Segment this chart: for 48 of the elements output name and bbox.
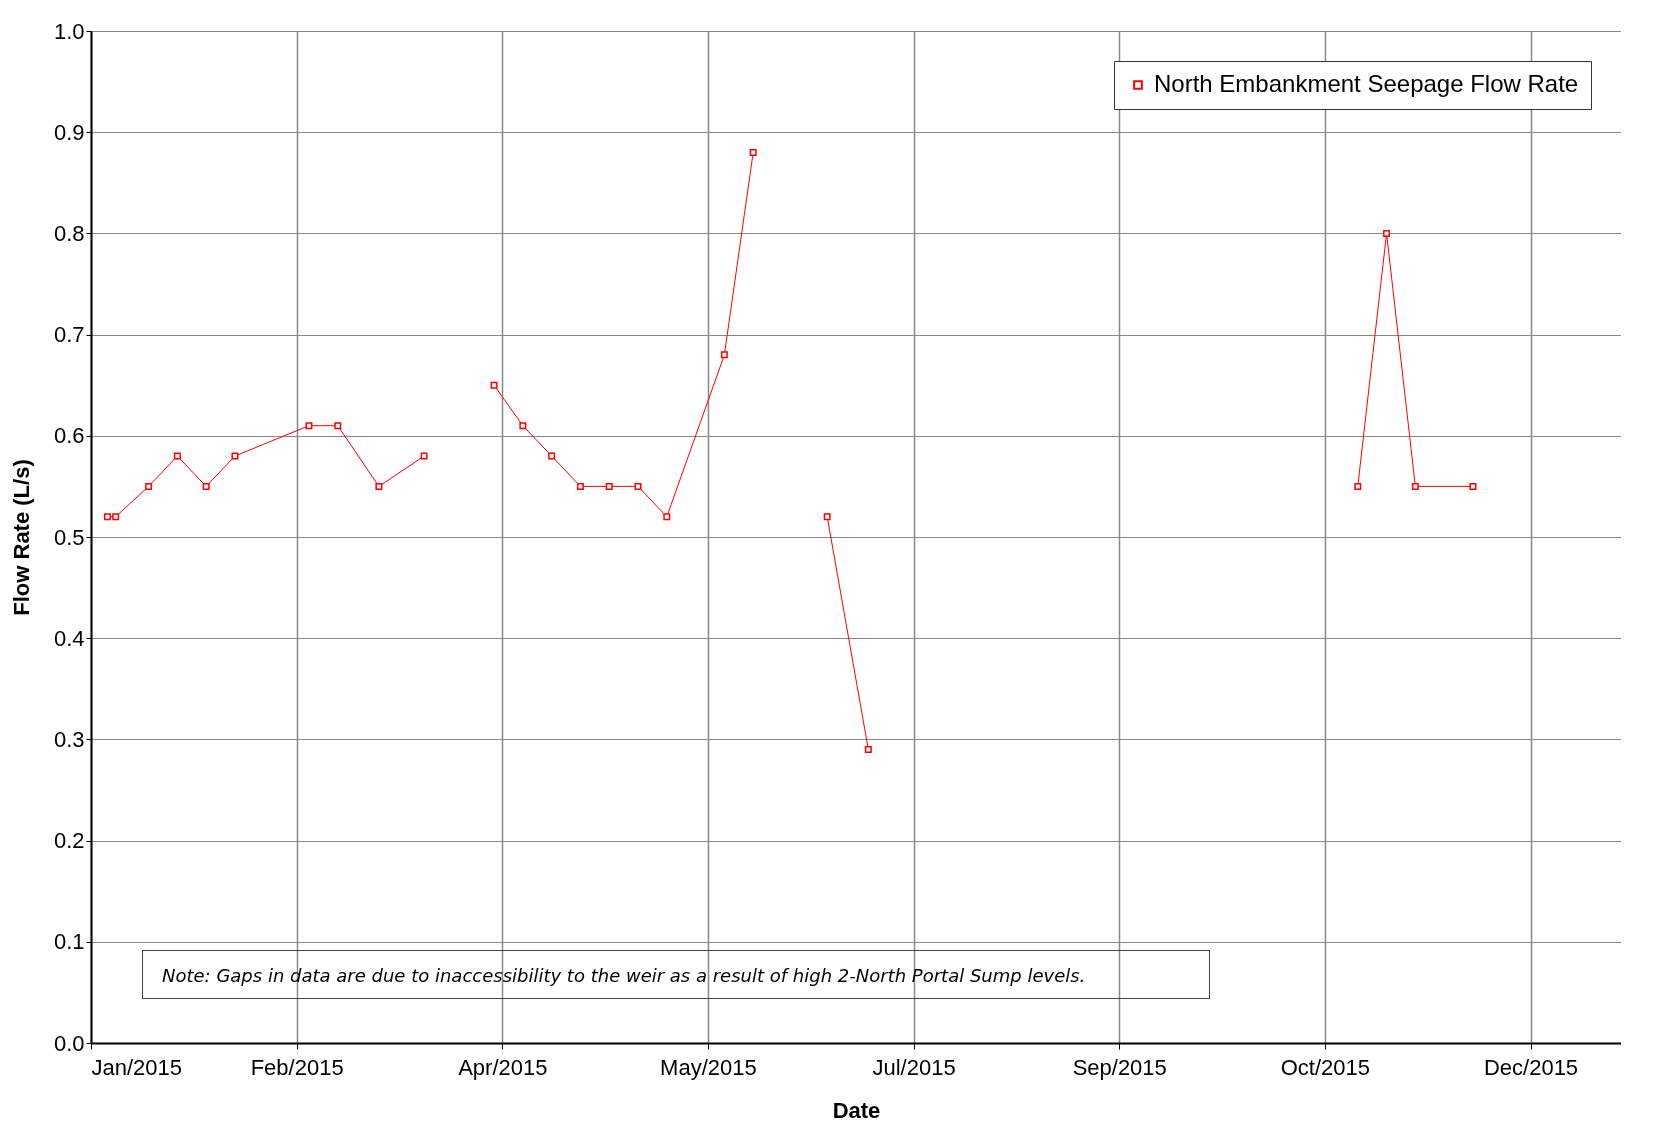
point bbox=[749, 148, 757, 156]
point bbox=[634, 482, 642, 490]
point bbox=[663, 513, 671, 521]
point bbox=[823, 513, 831, 521]
point bbox=[548, 452, 556, 460]
point bbox=[112, 513, 120, 521]
x-tick-label: Apr/2015 bbox=[458, 1054, 548, 1080]
y-tick-label: 0.6 bbox=[53, 423, 85, 449]
point bbox=[519, 422, 527, 430]
legend-label: North Embankment Seepage Flow Rate bbox=[1154, 70, 1579, 97]
x-tick-label: Jan/2015 bbox=[91, 1054, 183, 1080]
x-tick-label: Sep/2015 bbox=[1072, 1054, 1167, 1080]
point bbox=[720, 351, 728, 359]
point bbox=[145, 482, 153, 490]
point bbox=[334, 422, 342, 430]
point bbox=[173, 452, 181, 460]
point bbox=[231, 452, 239, 460]
point bbox=[420, 452, 428, 460]
x-tick-label: Oct/2015 bbox=[1280, 1054, 1371, 1080]
point bbox=[1354, 482, 1362, 490]
point bbox=[1469, 482, 1477, 490]
y-tick-label: 1.0 bbox=[53, 18, 85, 44]
point bbox=[864, 746, 872, 754]
point bbox=[375, 482, 383, 490]
y-tick-label: 0.2 bbox=[53, 828, 85, 854]
point bbox=[202, 482, 210, 490]
point bbox=[305, 422, 313, 430]
x-tick-label: Dec/2015 bbox=[1483, 1054, 1579, 1080]
point bbox=[103, 513, 111, 521]
y-tick-label: 0.8 bbox=[53, 220, 85, 246]
y-tick-label: 0.1 bbox=[53, 929, 85, 955]
point bbox=[490, 381, 498, 389]
y-tick-label: 0.5 bbox=[53, 524, 85, 550]
x-axis-title: Date bbox=[832, 1097, 881, 1123]
y-tick-label: 0.4 bbox=[53, 625, 85, 651]
y-tick-label: 0.7 bbox=[53, 322, 85, 348]
x-tick-label: Jul/2015 bbox=[872, 1054, 956, 1080]
x-tick-label: Feb/2015 bbox=[250, 1054, 344, 1080]
point bbox=[1383, 229, 1391, 237]
point bbox=[576, 482, 584, 490]
y-tick-label: 0.0 bbox=[53, 1030, 85, 1056]
y-tick-label: 0.9 bbox=[53, 119, 85, 145]
y-axis-title: Flow Rate (L/s) bbox=[8, 459, 34, 616]
point bbox=[605, 482, 613, 490]
point bbox=[1411, 482, 1419, 490]
x-tick-label: May/2015 bbox=[660, 1054, 757, 1080]
y-tick-label: 0.3 bbox=[53, 726, 85, 752]
annotation: Note: Gaps in data are due to inaccessibility to the weir as a result of high 2-North Portal Sump levels. bbox=[162, 965, 1086, 986]
